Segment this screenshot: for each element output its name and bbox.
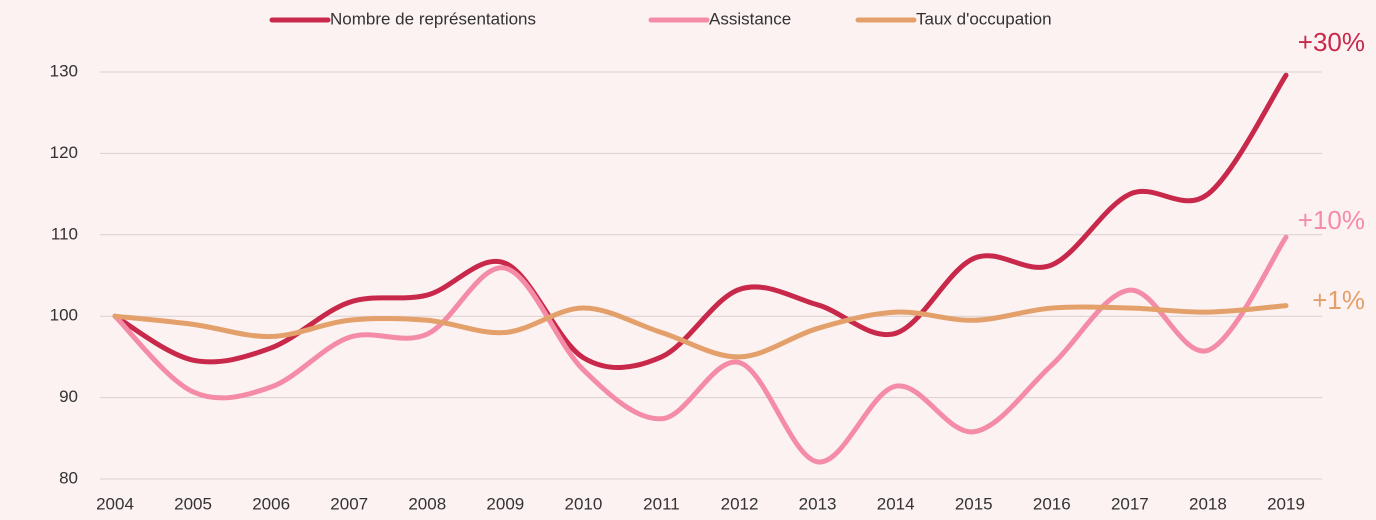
x-tick-label: 2004 — [96, 494, 134, 513]
y-tick-label: 130 — [50, 61, 78, 80]
series-line — [112, 303, 1289, 360]
x-tick-label: 2017 — [1111, 494, 1149, 513]
end-annotation: +1% — [1312, 285, 1365, 315]
y-tick-label: 80 — [59, 468, 78, 487]
x-tick-label: 2010 — [564, 494, 602, 513]
end-annotation: +30% — [1298, 27, 1365, 57]
series-line — [112, 234, 1289, 465]
x-tick-label: 2016 — [1033, 494, 1071, 513]
x-tick-label: 2011 — [643, 494, 680, 513]
end-annotation: +10% — [1298, 205, 1365, 235]
x-tick-label: 2008 — [408, 494, 446, 513]
x-tick-label: 2015 — [955, 494, 993, 513]
x-tick-label: 2007 — [330, 494, 368, 513]
series-line — [112, 72, 1289, 370]
x-tick-label: 2018 — [1189, 494, 1227, 513]
x-tick-label: 2005 — [174, 494, 212, 513]
x-tick-label: 2019 — [1267, 494, 1305, 513]
y-tick-label: 100 — [50, 306, 78, 325]
legend-label: Assistance — [709, 9, 791, 28]
x-tick-label: 2012 — [721, 494, 759, 513]
legend-label: Nombre de représentations — [330, 9, 536, 28]
y-tick-label: 90 — [59, 387, 78, 406]
x-tick-label: 2006 — [252, 494, 290, 513]
x-tick-label: 2009 — [486, 494, 524, 513]
legend-label: Taux d'occupation — [916, 9, 1052, 28]
x-tick-label: 2014 — [877, 494, 915, 513]
y-tick-label: 120 — [50, 143, 78, 162]
x-tick-label: 2013 — [799, 494, 837, 513]
y-tick-label: 110 — [51, 224, 78, 243]
